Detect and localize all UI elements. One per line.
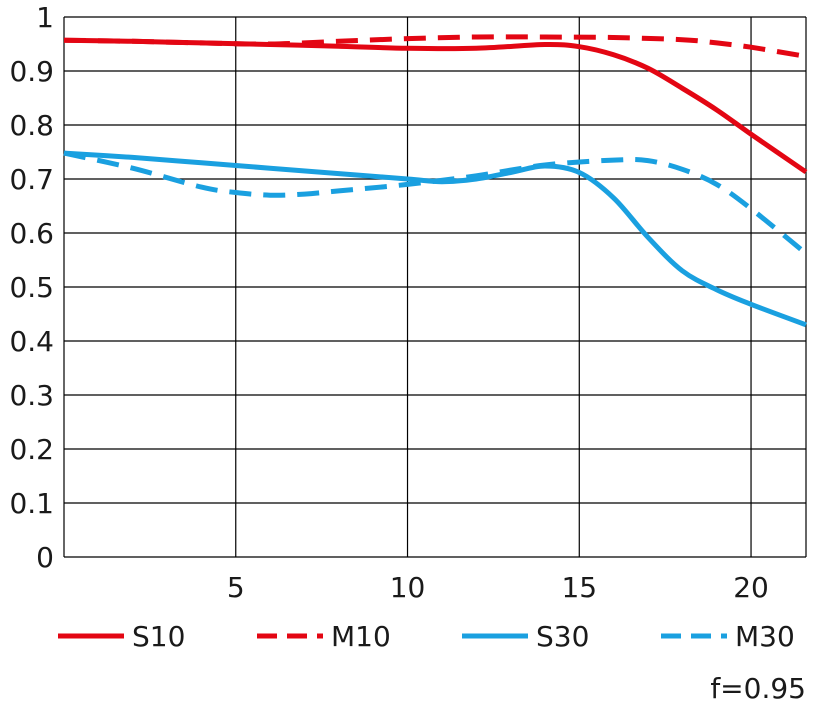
aperture-note: f=0.95 (710, 672, 806, 705)
x-tick-label: 5 (227, 571, 245, 604)
series-line-s30 (63, 150, 807, 328)
series-line-m30 (63, 150, 808, 256)
y-tick-label: 0.5 (9, 271, 54, 304)
y-tick-label: 0.3 (9, 379, 54, 412)
legend: S10 M10 S30 M30 (58, 620, 795, 653)
series-lines (63, 34, 808, 328)
legend-label-s30: S30 (536, 620, 589, 653)
x-tick-label: 10 (390, 571, 426, 604)
legend-label-m30: M30 (735, 620, 795, 653)
x-tick-label: 15 (561, 571, 597, 604)
series-line-s10 (63, 37, 808, 175)
y-tick-label: 1 (36, 1, 54, 34)
y-tick-label: 0.1 (9, 487, 54, 520)
legend-label-s10: S10 (132, 620, 185, 653)
y-tick-label: 0.6 (9, 217, 54, 250)
y-tick-label: 0.7 (9, 163, 54, 196)
y-tick-label: 0.9 (9, 55, 54, 88)
y-tick-label: 0.8 (9, 109, 54, 142)
y-tick-label: 0.2 (9, 433, 54, 466)
y-tick-label: 0 (36, 541, 54, 574)
legend-label-m10: M10 (331, 620, 391, 653)
x-axis-ticks: 5 10 15 20 (227, 571, 769, 604)
x-tick-label: 20 (733, 571, 769, 604)
y-axis-ticks: 0 0.1 0.2 0.3 0.4 0.5 0.6 0.7 0.8 0.9 1 (9, 1, 54, 574)
y-tick-label: 0.4 (9, 325, 54, 358)
grid (63, 16, 807, 558)
